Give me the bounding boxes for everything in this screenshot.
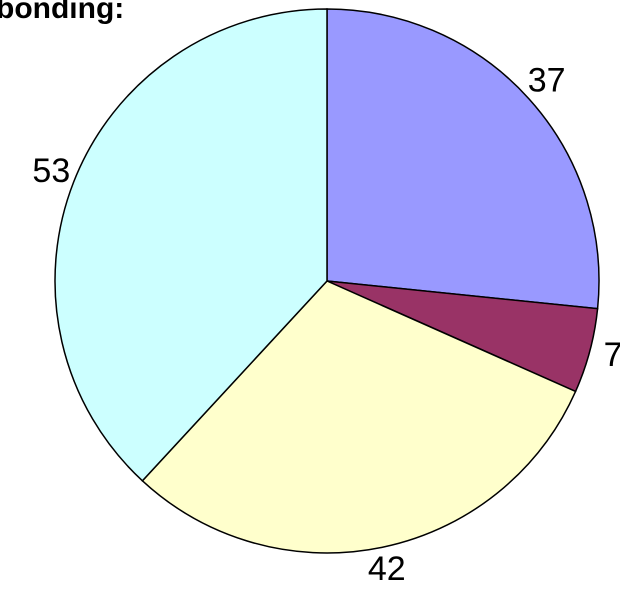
pie-slice [326, 8, 600, 310]
data-label: 7 [604, 336, 620, 374]
pie-slice [54, 8, 328, 482]
pie-slice [141, 280, 577, 554]
data-label: 42 [368, 550, 406, 588]
data-label: 37 [528, 62, 566, 100]
data-label: 53 [32, 152, 70, 190]
chart-title: bonding: [0, 0, 124, 25]
